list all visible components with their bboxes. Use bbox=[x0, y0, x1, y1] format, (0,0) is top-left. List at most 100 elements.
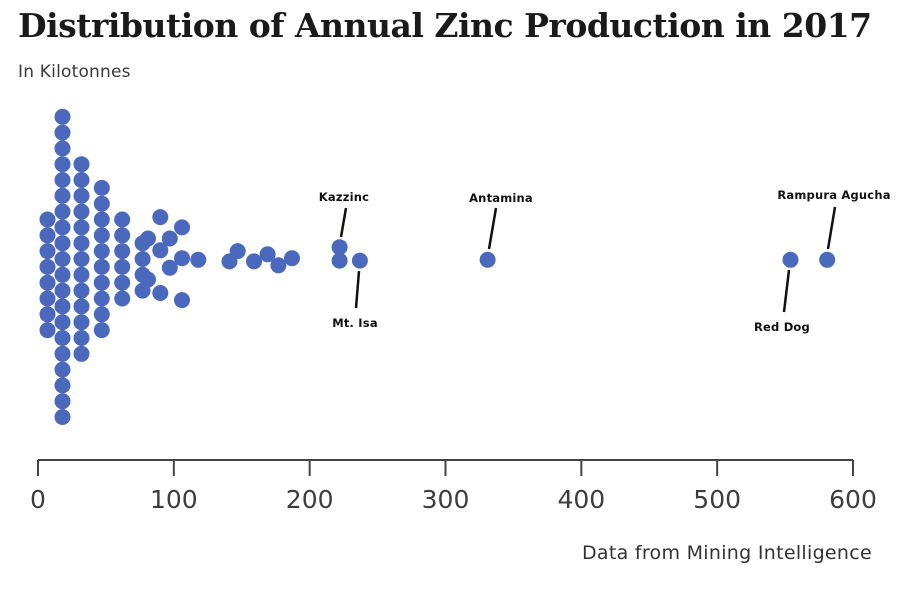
data-point bbox=[39, 290, 56, 307]
x-axis: 0 100 200 300 400 500 600 bbox=[30, 459, 877, 514]
data-point bbox=[73, 266, 90, 283]
axis-tick-label: 200 bbox=[286, 485, 334, 514]
annotation-label: Rampura Agucha bbox=[777, 188, 890, 202]
data-point bbox=[54, 172, 71, 188]
annotation-leader-line bbox=[487, 207, 498, 250]
data-point bbox=[54, 235, 71, 252]
data-point bbox=[54, 361, 71, 378]
data-point bbox=[152, 209, 169, 226]
data-point bbox=[134, 251, 151, 267]
annotation-label: Kazzinc bbox=[319, 190, 369, 204]
axis-tick-label: 500 bbox=[693, 485, 741, 514]
data-point bbox=[93, 211, 110, 228]
data-point bbox=[93, 195, 110, 212]
data-point bbox=[174, 219, 190, 236]
data-point bbox=[73, 314, 90, 331]
annotation-leader-line bbox=[782, 269, 791, 313]
data-point bbox=[54, 156, 71, 173]
data-point bbox=[114, 243, 131, 260]
data-point bbox=[140, 230, 156, 247]
data-point bbox=[140, 271, 156, 288]
data-point bbox=[93, 274, 110, 291]
data-point bbox=[54, 140, 71, 157]
annotation-leader-line bbox=[339, 207, 348, 238]
data-point bbox=[54, 409, 71, 425]
data-point bbox=[73, 282, 90, 299]
data-point bbox=[331, 239, 348, 256]
axis-tick-label: 0 bbox=[30, 485, 46, 514]
annotation-label: Red Dog bbox=[754, 320, 810, 334]
data-point bbox=[114, 290, 131, 307]
dots-layer bbox=[39, 108, 836, 425]
data-point bbox=[174, 292, 190, 309]
data-point bbox=[39, 227, 56, 244]
data-point bbox=[479, 251, 496, 268]
data-point bbox=[174, 250, 190, 267]
data-point bbox=[114, 258, 131, 275]
data-point bbox=[54, 298, 71, 315]
annotation-label: Antamina bbox=[469, 191, 533, 205]
data-point bbox=[54, 266, 71, 283]
data-source-credit: Data from Mining Intelligence bbox=[581, 542, 872, 564]
data-point bbox=[39, 274, 56, 291]
data-point bbox=[73, 172, 90, 188]
data-point bbox=[73, 298, 90, 315]
data-point bbox=[190, 251, 207, 268]
data-point bbox=[284, 250, 300, 267]
data-point bbox=[39, 243, 56, 260]
data-point bbox=[39, 322, 56, 339]
data-point bbox=[54, 187, 71, 204]
axis-tick-label: 600 bbox=[829, 485, 877, 514]
data-point bbox=[73, 345, 90, 362]
data-point bbox=[351, 252, 368, 269]
data-point bbox=[161, 259, 178, 276]
data-point bbox=[782, 251, 799, 268]
data-point bbox=[93, 322, 110, 339]
axis-tick-label: 300 bbox=[422, 485, 470, 514]
data-point bbox=[39, 211, 56, 228]
data-point bbox=[93, 179, 110, 196]
data-point bbox=[152, 242, 169, 259]
data-point bbox=[54, 345, 71, 362]
data-point bbox=[246, 253, 262, 270]
data-point bbox=[114, 227, 131, 244]
data-point bbox=[39, 258, 56, 275]
data-point bbox=[54, 108, 71, 125]
data-point bbox=[270, 257, 287, 274]
data-point bbox=[819, 251, 836, 268]
data-point bbox=[54, 124, 71, 141]
data-point bbox=[114, 211, 131, 228]
axis-tick-label: 100 bbox=[150, 485, 198, 514]
data-point bbox=[93, 258, 110, 275]
page-title: Distribution of Annual Zinc Production i… bbox=[18, 6, 872, 45]
data-point bbox=[73, 235, 90, 252]
data-point bbox=[54, 330, 71, 346]
data-point bbox=[229, 243, 246, 260]
annotation-leader-line bbox=[354, 270, 361, 309]
data-point bbox=[54, 377, 71, 394]
data-point bbox=[73, 251, 90, 267]
annotations-layer: Kazzinc Mt. Isa Antamina Red Dog Rampura Agu… bbox=[319, 188, 891, 334]
data-point bbox=[114, 274, 131, 291]
data-point bbox=[54, 219, 71, 236]
data-point bbox=[73, 219, 90, 236]
data-point bbox=[93, 243, 110, 260]
data-point bbox=[54, 393, 71, 410]
data-point bbox=[54, 314, 71, 331]
data-point bbox=[54, 251, 71, 267]
data-point bbox=[152, 285, 169, 301]
data-point bbox=[73, 187, 90, 204]
data-point bbox=[93, 306, 110, 323]
data-point bbox=[331, 252, 348, 269]
data-point bbox=[73, 203, 90, 220]
data-point bbox=[39, 306, 56, 323]
data-point bbox=[54, 282, 71, 299]
data-point bbox=[259, 246, 276, 263]
data-point bbox=[161, 230, 178, 247]
data-point bbox=[93, 227, 110, 244]
data-point bbox=[73, 330, 90, 346]
annotation-label: Mt. Isa bbox=[332, 316, 378, 330]
data-point bbox=[93, 290, 110, 307]
